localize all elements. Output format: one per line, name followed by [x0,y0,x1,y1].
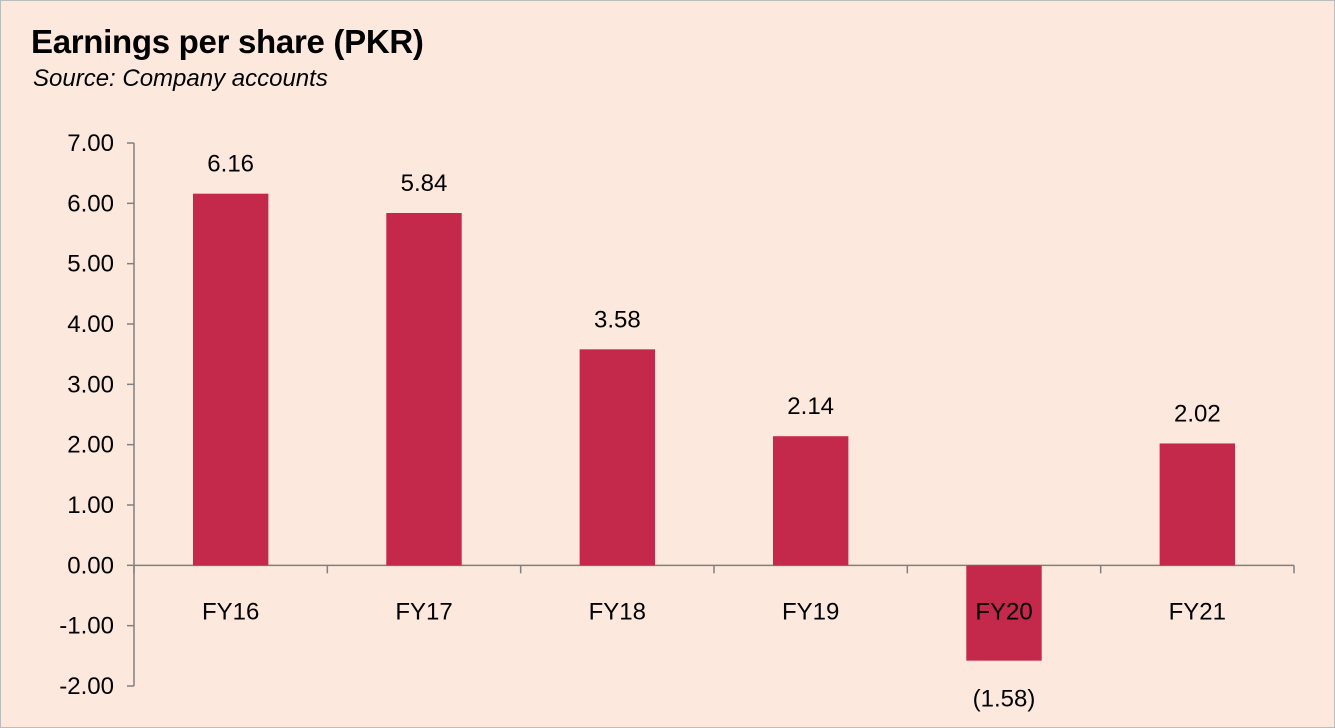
chart-title: Earnings per share (PKR) [31,23,424,60]
bar-fy18 [579,349,656,566]
data-label: 5.84 [401,170,448,197]
y-tick-label: 4.00 [67,311,114,338]
data-label: 2.02 [1174,400,1221,427]
y-tick-label: 3.00 [67,371,114,398]
bar-fy21 [1159,443,1236,566]
chart-axes: 7.00 6.00 5.00 4.00 3.00 2.00 1.00 0.00 -1.00 -2.… [59,130,1295,700]
y-tick-label: -2.00 [59,673,114,700]
y-tick-label: 0.00 [67,552,114,579]
x-category-label: FY19 [782,598,839,625]
y-tick-label: -1.00 [59,613,114,640]
x-category-label: FY18 [589,598,646,625]
bar-fy20 [966,565,1042,661]
data-label: 6.16 [207,151,254,178]
y-tick-label: 2.00 [67,432,114,459]
y-tick-label: 5.00 [67,251,114,278]
bar-group [192,193,1236,661]
data-label: 2.14 [787,393,834,420]
chart-subtitle: Source: Company accounts [33,65,328,92]
data-label: (1.58) [973,686,1036,713]
y-tick-label: 1.00 [67,492,114,519]
bar-fy16 [192,193,269,566]
data-label: 3.58 [594,306,641,333]
x-category-label: FY16 [202,598,259,625]
x-category-label: FY17 [395,598,452,625]
x-category-label: FY20 [975,598,1032,625]
bar-fy19 [772,436,849,566]
data-label-group: FY16 6.16 FY17 5.84 FY18 3.58 FY19 2.14 FY20 (1.5… [202,151,1226,713]
bar-fy17 [386,212,462,566]
y-tick-label: 7.00 [67,130,114,157]
x-category-label: FY21 [1169,598,1226,625]
y-tick-label: 6.00 [67,190,114,217]
